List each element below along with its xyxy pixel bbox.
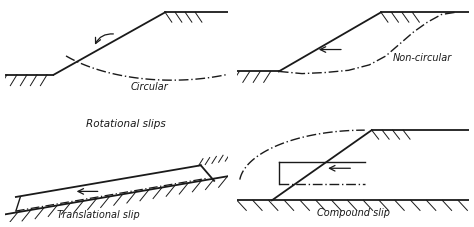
Text: Circular: Circular: [131, 81, 168, 91]
Text: Compound slip: Compound slip: [317, 207, 390, 217]
Text: Translational slip: Translational slip: [57, 210, 140, 220]
Text: Non-circular: Non-circular: [393, 53, 452, 63]
Text: Rotational slips: Rotational slips: [86, 118, 165, 128]
